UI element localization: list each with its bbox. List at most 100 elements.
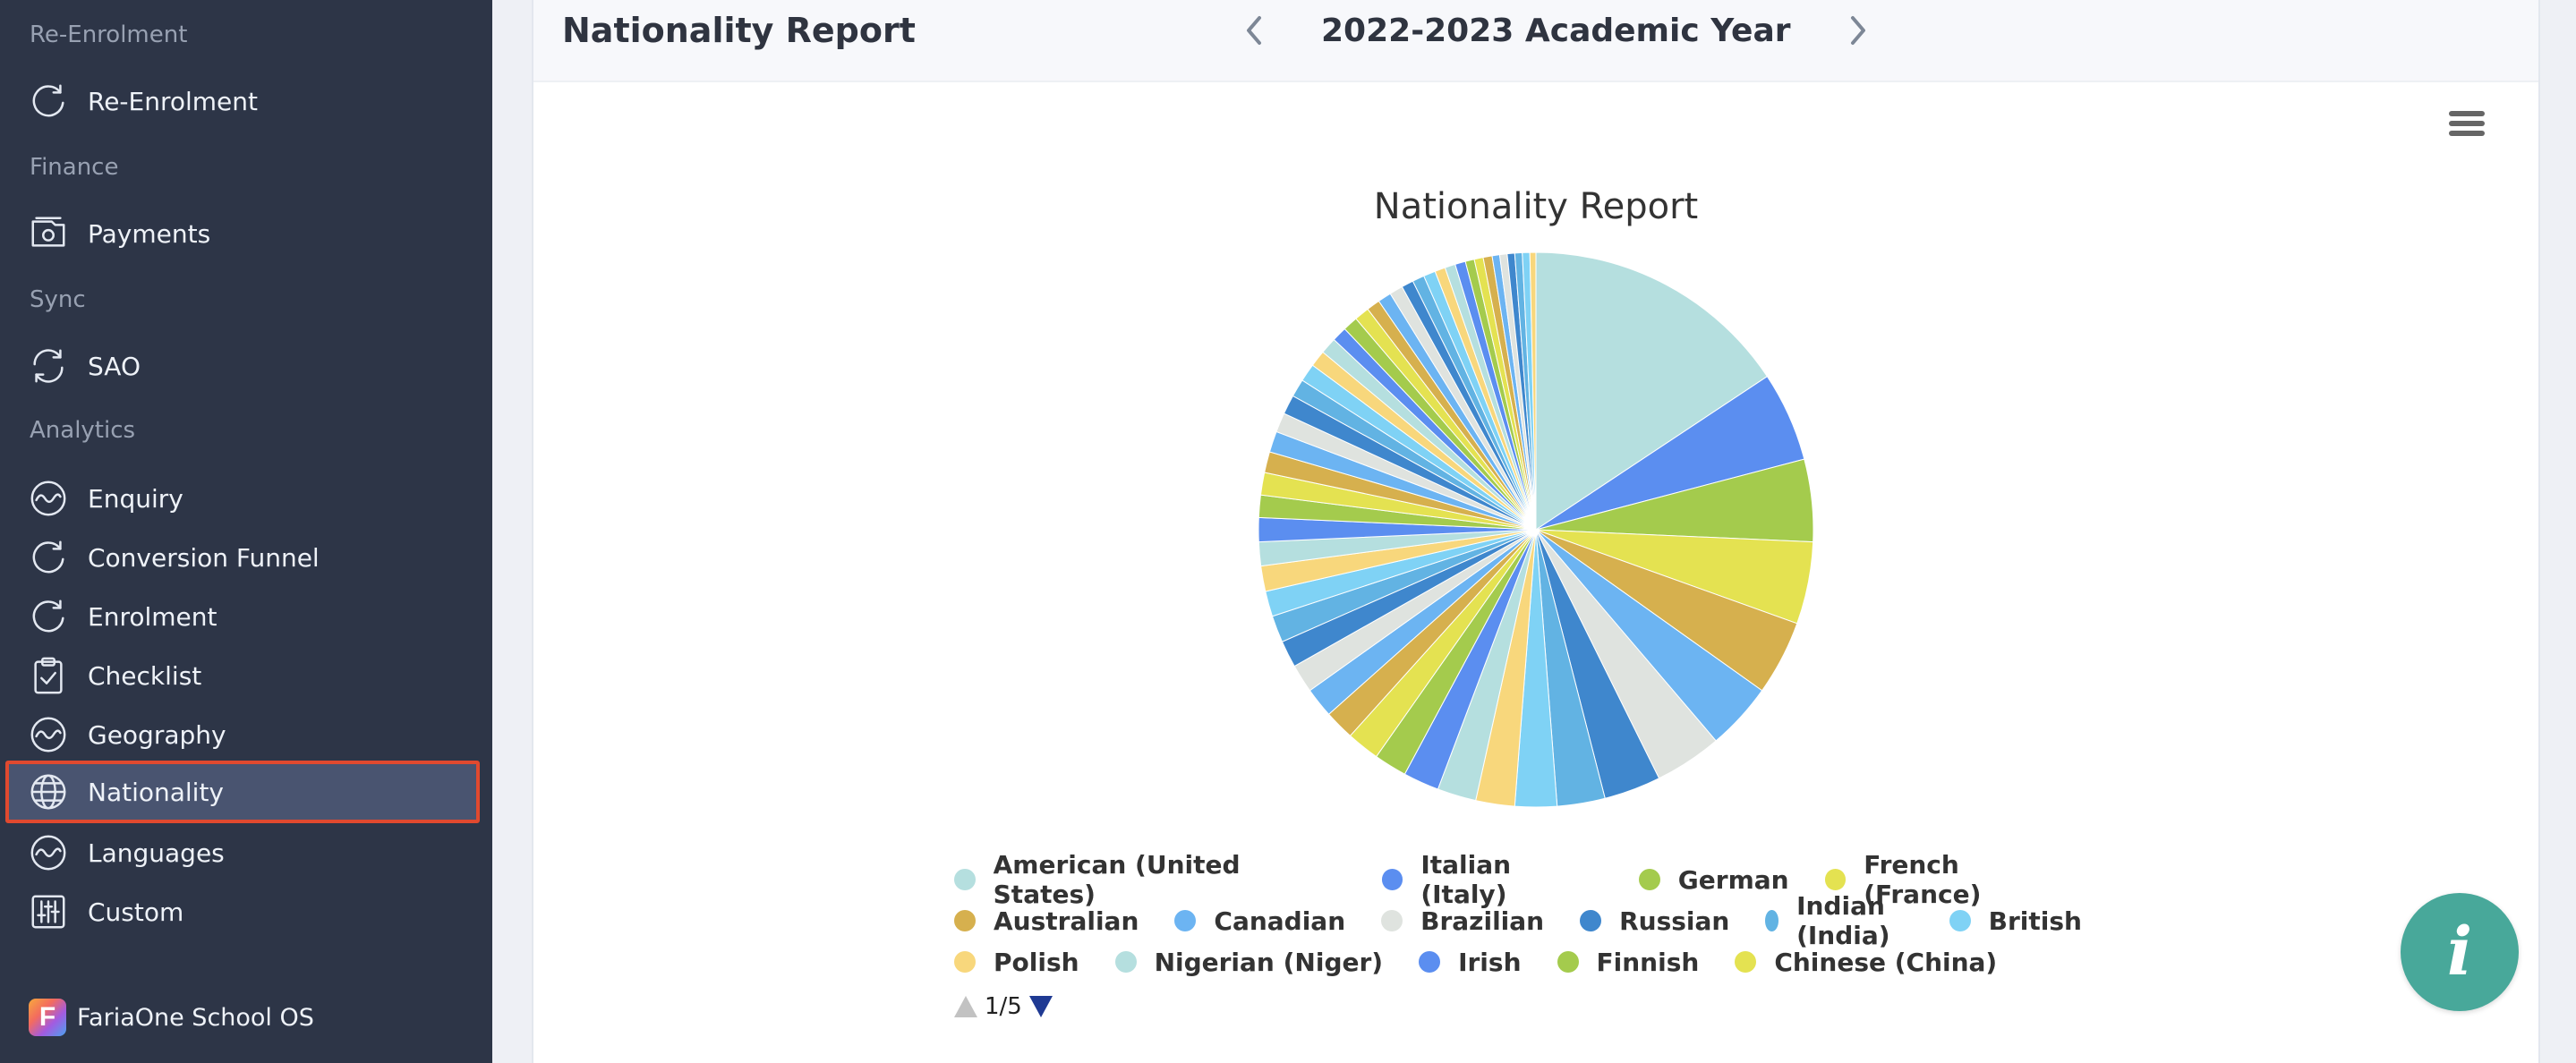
sidebar-item-enquiry[interactable]: Enquiry xyxy=(5,469,480,528)
legend-item[interactable]: Finnish xyxy=(1557,947,1700,977)
academic-year-selector: 2022-2023 Academic Year xyxy=(1232,11,1881,50)
legend-page-down-icon[interactable] xyxy=(1028,996,1053,1017)
legend-swatch xyxy=(1824,869,1847,890)
page-title: Nationality Report xyxy=(562,11,916,50)
legend-label: Canadian xyxy=(1214,906,1346,936)
legend-swatch xyxy=(954,951,976,973)
refresh-icon xyxy=(27,80,70,123)
sidebar-item-label: Custom xyxy=(88,897,184,927)
legend-label: Finnish xyxy=(1596,947,1700,977)
sidebar-item-label: SAO xyxy=(88,351,141,381)
sidebar-item-label: Checklist xyxy=(88,660,202,691)
sidebar-item-sao[interactable]: SAO xyxy=(5,336,480,395)
legend-swatch xyxy=(954,910,976,931)
legend-swatch xyxy=(1557,951,1579,973)
legend-swatch xyxy=(1735,951,1757,973)
legend-label: Indian (India) xyxy=(1796,891,1890,950)
legend-label: Australian xyxy=(994,906,1139,936)
legend-label: American (United States) xyxy=(993,850,1241,909)
next-year-button[interactable] xyxy=(1836,11,1881,50)
legend-label: Russian xyxy=(1619,906,1730,936)
faria-logo-icon: F xyxy=(29,999,66,1036)
sidebar-item-label: Payments xyxy=(88,218,211,249)
legend-label: Italian (Italy) xyxy=(1420,850,1512,909)
legend-item[interactable]: Chinese (China) xyxy=(1735,948,1997,977)
legend-item[interactable]: German xyxy=(1638,864,1789,895)
legend-swatch xyxy=(1174,910,1197,931)
report-panel: Nationality Report 2022-2023 Academic Ye… xyxy=(532,0,2540,1063)
sidebar-item-conversion-funnel[interactable]: Conversion Funnel xyxy=(5,528,480,587)
sidebar: Re-Enrolment Re-Enrolment Finance Paymen… xyxy=(0,0,492,1063)
legend-pager: 1/5 xyxy=(954,993,1053,1020)
legend-swatch xyxy=(1381,869,1403,890)
legend-page-up-icon[interactable] xyxy=(954,996,977,1017)
legend-swatch xyxy=(1765,910,1779,931)
legend-label: French (France) xyxy=(1864,850,1982,909)
sidebar-item-geography[interactable]: Geography xyxy=(5,705,480,764)
legend-item[interactable]: British xyxy=(1949,906,2082,936)
section-label-sync: Sync xyxy=(30,286,86,313)
nationality-pie-chart xyxy=(1258,252,1813,807)
legend-item[interactable]: Russian xyxy=(1580,906,1729,936)
sidebar-item-label: Conversion Funnel xyxy=(88,542,320,573)
legend-item[interactable]: Brazilian xyxy=(1381,906,1544,936)
info-button[interactable]: i xyxy=(2401,893,2519,1011)
section-label-analytics: Analytics xyxy=(30,417,136,444)
sidebar-item-nationality[interactable]: Nationality xyxy=(5,761,480,823)
sidebar-item-re-enrolment[interactable]: Re-Enrolment xyxy=(5,72,480,131)
legend-item[interactable]: French (France) xyxy=(1824,850,2082,909)
legend-item[interactable]: Italian (Italy) xyxy=(1381,850,1603,909)
brand[interactable]: F FariaOne School OS xyxy=(29,999,314,1036)
legend-label: Polish xyxy=(994,947,1079,977)
wave-icon xyxy=(27,477,70,520)
sidebar-item-languages[interactable]: Languages xyxy=(5,823,480,882)
legend-item[interactable]: Nigerian (Niger) xyxy=(1114,947,1384,977)
legend-swatch xyxy=(954,869,976,890)
refresh-icon xyxy=(27,595,70,638)
legend-label: Chinese (China) xyxy=(1774,947,1998,977)
legend-label: Brazilian xyxy=(1420,906,1545,936)
clipboard-check-icon xyxy=(27,654,70,697)
camera-icon xyxy=(27,212,70,255)
hamburger-icon xyxy=(2449,111,2485,116)
legend-item[interactable]: Irish xyxy=(1419,947,1522,977)
section-label-finance: Finance xyxy=(30,154,119,181)
legend-item[interactable]: Australian xyxy=(954,906,1139,936)
sync-icon xyxy=(27,344,70,387)
legend-row: American (United States) Italian (Italy) G… xyxy=(954,850,2118,909)
legend-item[interactable]: Polish xyxy=(954,948,1079,977)
legend-page-indicator: 1/5 xyxy=(985,993,1022,1020)
legend-item[interactable]: American (United States) xyxy=(954,850,1346,909)
legend-swatch xyxy=(1949,910,1971,931)
sidebar-item-custom[interactable]: Custom xyxy=(5,882,480,941)
wave-icon xyxy=(27,831,70,874)
previous-year-button[interactable] xyxy=(1232,11,1276,50)
legend-label: British xyxy=(1988,906,2082,936)
legend-swatch xyxy=(1114,951,1137,973)
chart-legend: American (United States) Italian (Italy) G… xyxy=(954,850,2118,982)
sidebar-item-enrolment[interactable]: Enrolment xyxy=(5,587,480,646)
sidebar-item-payments[interactable]: Payments xyxy=(5,204,480,263)
pie-slice[interactable] xyxy=(1535,252,1769,531)
sidebar-item-label: Languages xyxy=(88,838,225,868)
legend-item[interactable]: Canadian xyxy=(1174,906,1345,936)
sidebar-item-checklist[interactable]: Checklist xyxy=(5,646,480,705)
pie-slice[interactable] xyxy=(1529,252,1537,531)
legend-label: Nigerian (Niger) xyxy=(1154,947,1384,977)
legend-label: Irish xyxy=(1458,947,1522,977)
chevron-left-icon xyxy=(1247,16,1261,45)
chart-title: Nationality Report xyxy=(1373,186,1699,227)
legend-row: Polish Nigerian (Niger) Irish Finnish Chines… xyxy=(954,941,2118,982)
sidebar-item-label: Nationality xyxy=(88,777,225,807)
section-label-re-enrolment: Re-Enrolment xyxy=(30,21,188,48)
legend-label: German xyxy=(1677,864,1789,895)
report-header: Nationality Report 2022-2023 Academic Ye… xyxy=(533,0,2538,82)
legend-swatch xyxy=(1580,910,1602,931)
sliders-icon xyxy=(27,890,70,933)
sidebar-item-label: Re-Enrolment xyxy=(88,86,258,116)
legend-item[interactable]: Indian (India) xyxy=(1765,891,1913,950)
sidebar-item-label: Enquiry xyxy=(88,483,183,514)
chart-menu-button[interactable] xyxy=(2449,111,2485,141)
legend-row: Australian Canadian Brazilian Russian Indian… xyxy=(954,891,2118,950)
legend-swatch xyxy=(1638,869,1660,890)
